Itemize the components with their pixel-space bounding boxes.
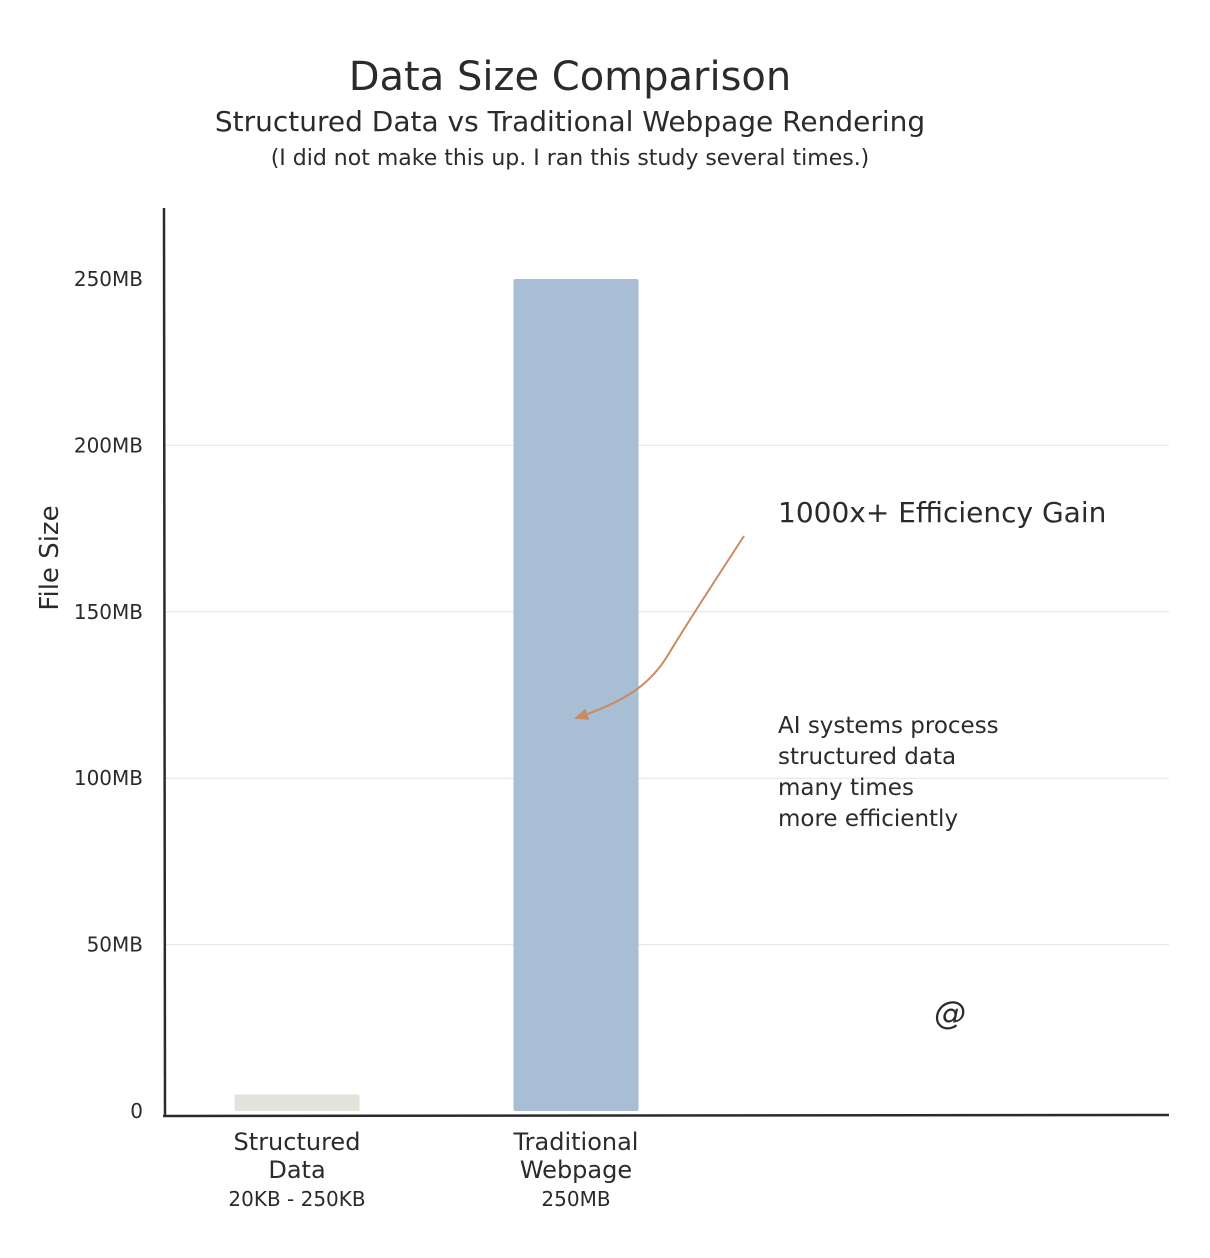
x-category-label: Traditional [513, 1128, 639, 1156]
y-tick-label: 250MB [74, 267, 143, 291]
x-axis-line [162, 1113, 1170, 1118]
annotation-text: AI systems process structured data many ti… [778, 713, 999, 832]
signature-mark: @ [934, 994, 966, 1032]
y-axis-label: File Size [35, 505, 65, 610]
y-tick-label: 150MB [74, 600, 143, 624]
callout-text: 1000x+ Efficiency Gain [778, 496, 1106, 529]
y-tick-label: 50MB [87, 933, 143, 957]
gridlines [165, 444, 1169, 946]
bar [513, 279, 639, 1111]
y-tick-label: 0 [130, 1099, 143, 1123]
y-tick-label: 200MB [74, 433, 143, 457]
bars [234, 279, 639, 1111]
x-category-sublabel: 20KB - 250KB [228, 1187, 365, 1211]
chart-subtitle: Structured Data vs Traditional Webpage R… [215, 105, 925, 138]
x-category-label: Webpage [520, 1156, 632, 1184]
x-category-label: Data [268, 1156, 325, 1184]
y-tick-labels: 0 50MB 100MB 150MB 200MB 250MB [74, 267, 143, 1123]
bar [234, 1094, 360, 1111]
chart-title: Data Size Comparison [349, 54, 792, 100]
callout-arrow [574, 535, 745, 720]
annotation-line: more efficiently [778, 806, 958, 832]
x-category-sublabel: 250MB [541, 1187, 610, 1211]
x-category-label: Structured [234, 1128, 361, 1156]
y-axis-line [162, 207, 167, 1117]
chart-note: (I did not make this up. I ran this stud… [271, 146, 870, 171]
annotation-line: structured data [778, 744, 956, 770]
y-tick-label: 100MB [74, 766, 143, 790]
annotation-line: AI systems process [778, 713, 999, 739]
annotation-line: many times [778, 775, 914, 801]
